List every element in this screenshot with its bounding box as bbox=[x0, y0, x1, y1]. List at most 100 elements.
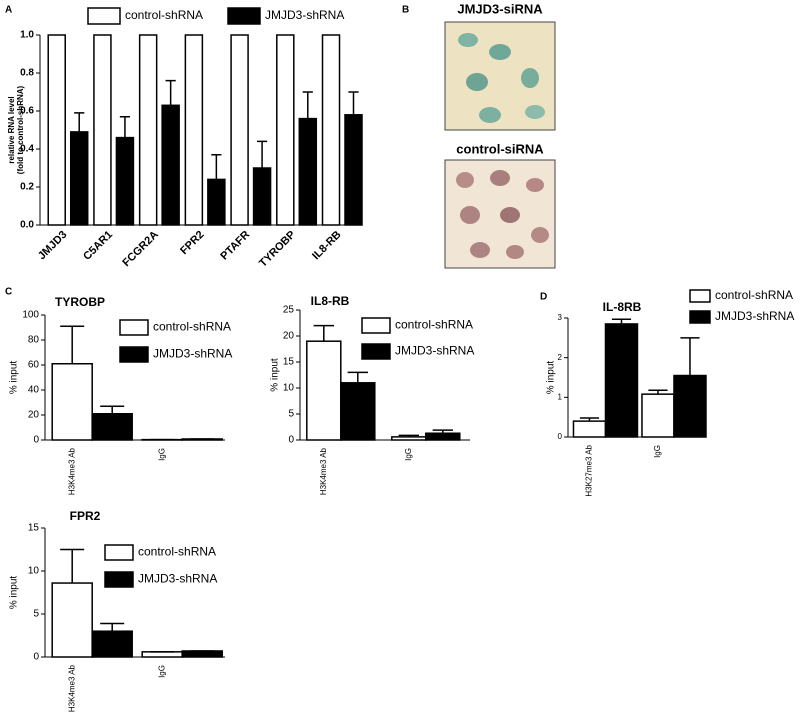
y-axis-label: % input bbox=[546, 361, 557, 395]
legend-swatch bbox=[104, 544, 134, 561]
y-axis-label: relative RNA level bbox=[7, 96, 16, 163]
error-bar bbox=[611, 318, 632, 324]
y-tick-label: 0.4 bbox=[20, 144, 34, 155]
bar bbox=[321, 34, 341, 226]
legend-swatch bbox=[689, 289, 711, 303]
bar bbox=[51, 582, 93, 658]
image-title: JMJD3-siRNA bbox=[457, 1, 543, 16]
error-bar bbox=[313, 324, 334, 342]
bar bbox=[344, 114, 363, 226]
image-title: control-siRNA bbox=[456, 141, 544, 156]
x-tick-label: H3K4me3 Ab bbox=[67, 664, 76, 712]
error-bar bbox=[119, 115, 131, 138]
legend-swatch bbox=[119, 346, 149, 363]
bar bbox=[184, 34, 204, 226]
panel-label: B bbox=[402, 5, 409, 16]
x-tick-label: IgG bbox=[157, 448, 166, 461]
y-tick-label: 0.0 bbox=[20, 220, 34, 231]
legend-label: JMJD3-shRNA bbox=[265, 8, 344, 22]
legend-swatch bbox=[104, 571, 134, 588]
legend-label: control-shRNA bbox=[715, 288, 793, 302]
bar bbox=[93, 34, 112, 226]
bar bbox=[91, 630, 133, 658]
bar bbox=[141, 651, 183, 658]
error-bar bbox=[302, 91, 313, 119]
y-axis-label: % input bbox=[9, 576, 20, 610]
x-tick-label: FPR2 bbox=[178, 229, 206, 257]
error-bar bbox=[347, 371, 368, 383]
bar bbox=[230, 34, 249, 226]
y-tick-label: 0 bbox=[33, 435, 39, 446]
bar bbox=[115, 136, 135, 226]
x-tick-label: FCGR2A bbox=[120, 229, 161, 270]
y-tick-label: 0 bbox=[558, 432, 563, 441]
x-tick-label: PTAFR bbox=[218, 229, 252, 263]
y-tick-label: 20 bbox=[283, 331, 295, 342]
error-bar bbox=[432, 429, 453, 434]
panel-label: A bbox=[5, 5, 12, 16]
x-tick-label: C5AR1 bbox=[81, 229, 115, 263]
y-tick-label: 1 bbox=[558, 392, 563, 401]
bar bbox=[91, 413, 133, 441]
y-tick-label: 0 bbox=[288, 435, 294, 446]
bar bbox=[161, 104, 180, 226]
bar bbox=[181, 650, 223, 658]
legend-label: control-shRNA bbox=[153, 320, 231, 334]
chart-title: TYROBP bbox=[55, 295, 105, 309]
bar bbox=[641, 393, 675, 438]
y-axis-label: (fold to control-shRNA) bbox=[16, 85, 25, 174]
chart-title: FPR2 bbox=[70, 509, 101, 523]
y-tick-label: 60 bbox=[28, 360, 40, 371]
x-tick-label: IL8-RB bbox=[310, 229, 344, 263]
legend-swatch bbox=[361, 343, 391, 360]
micrograph bbox=[444, 21, 556, 131]
y-tick-label: 10 bbox=[28, 566, 40, 577]
y-tick-label: 10 bbox=[283, 383, 295, 394]
legend-label: control-shRNA bbox=[138, 545, 216, 559]
legend-swatch bbox=[361, 317, 391, 334]
y-tick-label: 20 bbox=[28, 410, 40, 421]
y-tick-label: 80 bbox=[28, 335, 40, 346]
micrograph bbox=[444, 159, 556, 269]
y-tick-label: 0.8 bbox=[20, 68, 34, 79]
error-bar bbox=[60, 548, 85, 584]
x-tick-label: IgG bbox=[653, 445, 662, 458]
bar bbox=[138, 34, 158, 226]
error-bar bbox=[211, 153, 222, 180]
y-tick-label: 0 bbox=[33, 652, 39, 663]
y-axis-label: % input bbox=[9, 361, 20, 395]
error-bar bbox=[60, 325, 85, 364]
y-tick-label: 5 bbox=[288, 409, 294, 420]
y-tick-label: 15 bbox=[28, 523, 40, 534]
error-bar bbox=[398, 434, 419, 437]
y-axis-label: % input bbox=[270, 358, 281, 392]
y-tick-label: 25 bbox=[283, 305, 295, 316]
error-bar bbox=[680, 337, 700, 376]
y-tick-label: 5 bbox=[33, 609, 39, 620]
legend-label: JMJD3-shRNA bbox=[153, 347, 232, 361]
error-bar bbox=[165, 79, 176, 106]
bar bbox=[47, 34, 66, 226]
chart-title: IL8-RB bbox=[311, 294, 350, 308]
x-tick-label: TYROBP bbox=[257, 229, 298, 270]
y-tick-label: 0.6 bbox=[20, 106, 34, 117]
bar bbox=[276, 34, 295, 226]
bar bbox=[207, 178, 226, 226]
error-bar bbox=[648, 389, 668, 395]
y-tick-label: 0.2 bbox=[20, 182, 34, 193]
error-bar bbox=[100, 622, 125, 632]
legend-swatch bbox=[689, 310, 711, 324]
legend-label: control-shRNA bbox=[395, 318, 473, 332]
x-tick-label: H3K27me3 Ab bbox=[585, 444, 594, 496]
error-bar bbox=[74, 112, 85, 132]
x-tick-label: IgG bbox=[157, 665, 166, 678]
y-tick-label: 15 bbox=[283, 357, 295, 368]
legend-label: JMJD3-shRNA bbox=[138, 572, 217, 586]
y-tick-label: 40 bbox=[28, 385, 40, 396]
bar bbox=[673, 374, 707, 438]
bar bbox=[69, 131, 89, 226]
legend-swatch bbox=[87, 7, 121, 25]
legend-label: control-shRNA bbox=[125, 8, 203, 22]
y-tick-label: 3 bbox=[558, 313, 563, 322]
